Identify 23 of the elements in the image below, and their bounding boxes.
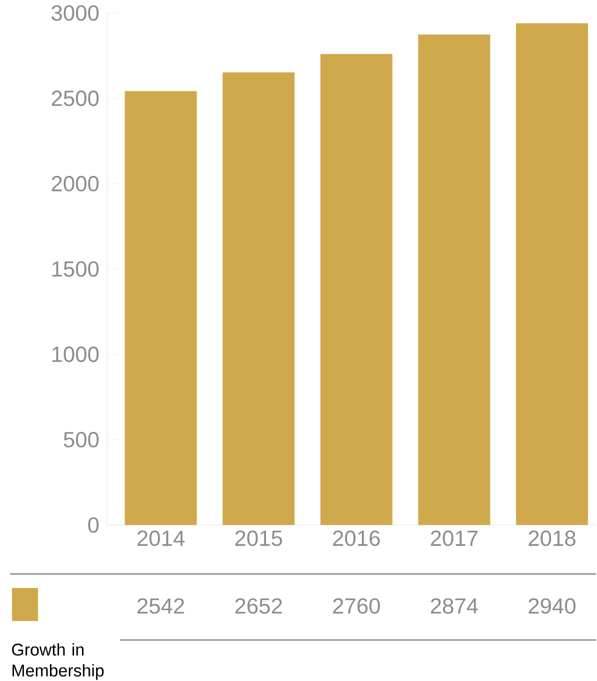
bar xyxy=(222,72,295,525)
x-tick-label: 2018 xyxy=(528,530,576,546)
y-tick-label: 2000 xyxy=(52,176,99,192)
y-tick-label: 2500 xyxy=(52,90,99,106)
bar xyxy=(124,91,197,525)
bar xyxy=(516,23,588,525)
y-tick-label: 1500 xyxy=(52,261,99,277)
y-tick-label: 0 xyxy=(88,517,99,533)
y-tick-label: 3000 xyxy=(52,5,99,21)
x-tick-label: 2016 xyxy=(333,530,380,546)
bar xyxy=(418,34,490,525)
x-tick-label: 2015 xyxy=(236,530,282,546)
x-tick-label: 2017 xyxy=(431,530,478,546)
bar xyxy=(320,54,393,525)
y-tick-label: 500 xyxy=(64,432,99,448)
data-label: 2940 xyxy=(528,598,576,614)
y-tick-label: 1000 xyxy=(52,346,99,362)
data-label: 2760 xyxy=(333,598,380,614)
x-tick-label: 2014 xyxy=(138,530,185,546)
data-label: 2542 xyxy=(138,598,184,614)
data-label: 2652 xyxy=(236,598,282,614)
text: Growth in Membership xyxy=(12,643,104,680)
data-label: 2874 xyxy=(431,598,478,614)
